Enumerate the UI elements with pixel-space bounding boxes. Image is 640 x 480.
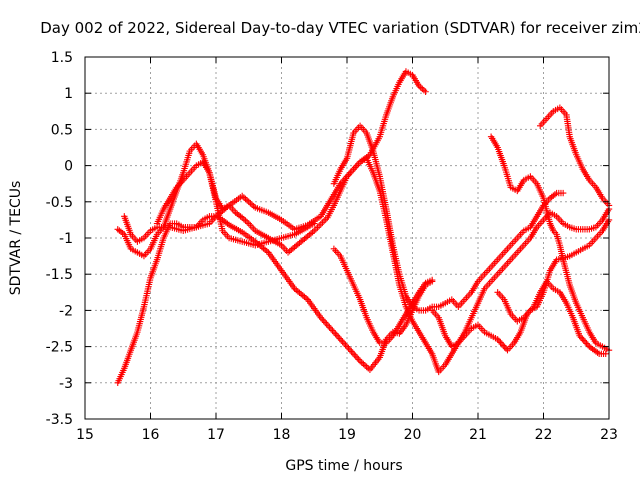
data-point <box>329 327 336 334</box>
data-point <box>320 317 327 325</box>
data-point <box>602 350 609 358</box>
data-point <box>428 276 436 284</box>
data-point <box>330 328 338 336</box>
data-point <box>245 198 252 205</box>
data-point <box>363 363 370 371</box>
data-point <box>353 354 361 362</box>
data-point <box>577 334 585 341</box>
x-tick-label: 19 <box>338 427 356 443</box>
data-point <box>349 349 357 357</box>
series-track-9 <box>494 216 613 325</box>
data-point <box>311 220 318 227</box>
data-point <box>495 337 503 345</box>
data-point <box>339 338 346 345</box>
y-tick-label: 1.5 <box>51 50 73 66</box>
data-point <box>323 320 330 328</box>
y-tick-label: -2 <box>59 303 73 319</box>
data-point <box>581 338 589 346</box>
data-point <box>559 189 567 197</box>
x-tick-label: 22 <box>535 427 553 443</box>
data-point <box>326 324 333 331</box>
data-point <box>343 343 351 350</box>
data-point <box>327 325 335 333</box>
series-track-10 <box>537 104 613 209</box>
data-point <box>422 88 429 95</box>
x-tick-label: 21 <box>469 427 487 443</box>
data-point <box>317 221 324 228</box>
series-track-5 <box>330 122 567 314</box>
data-point <box>352 353 359 360</box>
data-point <box>242 217 249 224</box>
data-point <box>321 319 329 326</box>
data-point <box>342 341 349 349</box>
x-tick-label: 16 <box>142 427 160 443</box>
axis-ticks: 15 16 17 18 19 20 21 22 23 1.5 1 0.5 0 -0.5 -1 -1.5 -2 -2… <box>46 50 618 443</box>
y-tick-label: 0 <box>64 159 73 175</box>
data-point <box>240 194 248 201</box>
data-point <box>580 337 587 344</box>
data-point <box>583 340 590 347</box>
series-track-2 <box>114 155 609 386</box>
y-tick-label: -1 <box>59 231 73 247</box>
data-point <box>340 340 348 347</box>
data-point <box>314 224 321 231</box>
x-tick-label: 18 <box>273 427 291 443</box>
series-track-3 <box>121 213 436 373</box>
data-point <box>312 225 320 233</box>
y-tick-label: -0.5 <box>46 195 73 211</box>
data-marks <box>114 68 613 386</box>
y-tick-label: -1.5 <box>46 267 73 283</box>
y-tick-label: -2.5 <box>46 340 73 356</box>
y-tick-label: 1 <box>64 86 73 102</box>
data-point <box>419 85 426 93</box>
x-tick-label: 20 <box>404 427 422 443</box>
data-point <box>346 346 354 354</box>
x-axis-label: GPS time / hours <box>285 458 402 474</box>
data-point <box>501 343 508 351</box>
y-axis-label: SDTVAR / TECUs <box>8 181 24 296</box>
data-point <box>356 357 364 365</box>
data-point <box>355 356 362 363</box>
series-track-1 <box>114 68 429 260</box>
data-point <box>242 195 249 203</box>
x-tick-label: 23 <box>600 427 618 443</box>
data-point <box>361 362 369 369</box>
data-point <box>243 218 251 226</box>
chart-title: Day 002 of 2022, Sidereal Day-to-day VTE… <box>40 19 640 37</box>
data-point <box>333 332 341 339</box>
series-track-6 <box>330 245 436 347</box>
data-point <box>494 336 501 343</box>
data-point <box>584 341 592 349</box>
data-point <box>324 322 332 329</box>
data-point <box>319 219 326 226</box>
data-point <box>500 342 507 349</box>
data-point <box>336 335 343 342</box>
data-point <box>345 345 352 352</box>
data-point <box>358 359 365 366</box>
y-tick-label: 0.5 <box>51 122 73 138</box>
x-tick-label: 17 <box>207 427 225 443</box>
data-point <box>348 348 355 355</box>
data-point <box>351 351 358 358</box>
y-tick-label: -3.5 <box>46 412 73 428</box>
data-point <box>360 360 367 368</box>
x-tick-label: 15 <box>76 427 94 443</box>
data-point <box>332 330 339 337</box>
data-point <box>320 217 328 225</box>
data-point <box>420 87 428 94</box>
series-track-7 <box>428 205 613 350</box>
data-point <box>335 333 342 341</box>
data-point <box>243 197 251 204</box>
data-point <box>248 201 256 208</box>
data-point <box>576 332 583 339</box>
y-tick-label: -3 <box>59 376 73 392</box>
data-point <box>247 200 254 207</box>
data-point <box>579 335 586 343</box>
series-track-4 <box>153 158 318 249</box>
data-point <box>497 339 504 346</box>
data-point <box>498 340 506 348</box>
data-point <box>337 336 345 344</box>
grid <box>85 57 609 419</box>
